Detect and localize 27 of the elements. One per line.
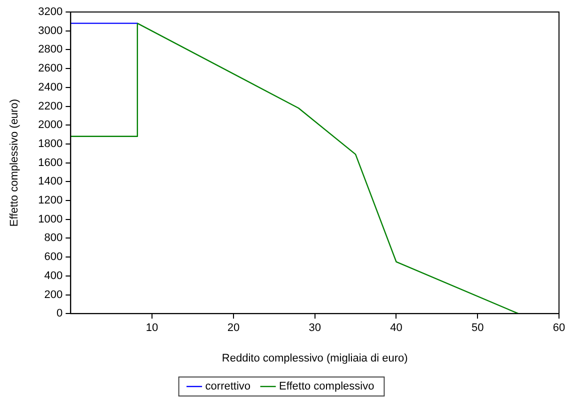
y-tick-label: 1800 xyxy=(38,138,63,150)
y-tick-label: 3000 xyxy=(38,24,63,37)
y-tick-label: 3200 xyxy=(38,6,63,18)
y-tick-label: 2600 xyxy=(38,62,63,75)
x-tick-label: 60 xyxy=(552,322,566,334)
legend-label: correttivo xyxy=(205,380,251,393)
y-tick-label: 600 xyxy=(44,251,63,264)
y-tick-label: 200 xyxy=(44,288,63,301)
y-tick-label: 1200 xyxy=(38,194,63,207)
x-tick-label: 10 xyxy=(146,322,158,334)
x-tick-label: 30 xyxy=(308,322,321,334)
y-tick-label: 2000 xyxy=(38,119,63,132)
y-tick-label: 2200 xyxy=(38,100,63,112)
y-tick-label: 0 xyxy=(56,308,63,320)
legend-label: Effetto complessivo xyxy=(279,380,374,393)
x-tick-label: 40 xyxy=(390,322,402,334)
y-tick-label: 1000 xyxy=(38,213,63,226)
y-tick-label: 800 xyxy=(44,232,63,244)
x-axis-title: Reddito complessivo (migliaia di euro) xyxy=(222,352,408,364)
y-tick-label: 2400 xyxy=(38,81,63,94)
y-tick-label: 1600 xyxy=(38,156,63,169)
y-tick-label: 1400 xyxy=(38,176,63,188)
y-axis-title: Effetto complessivo (euro) xyxy=(8,99,21,227)
y-tick-label: 400 xyxy=(44,270,63,282)
x-tick-label: 20 xyxy=(227,322,240,334)
y-tick-label: 2800 xyxy=(38,44,63,56)
x-tick-label: 50 xyxy=(471,322,484,334)
